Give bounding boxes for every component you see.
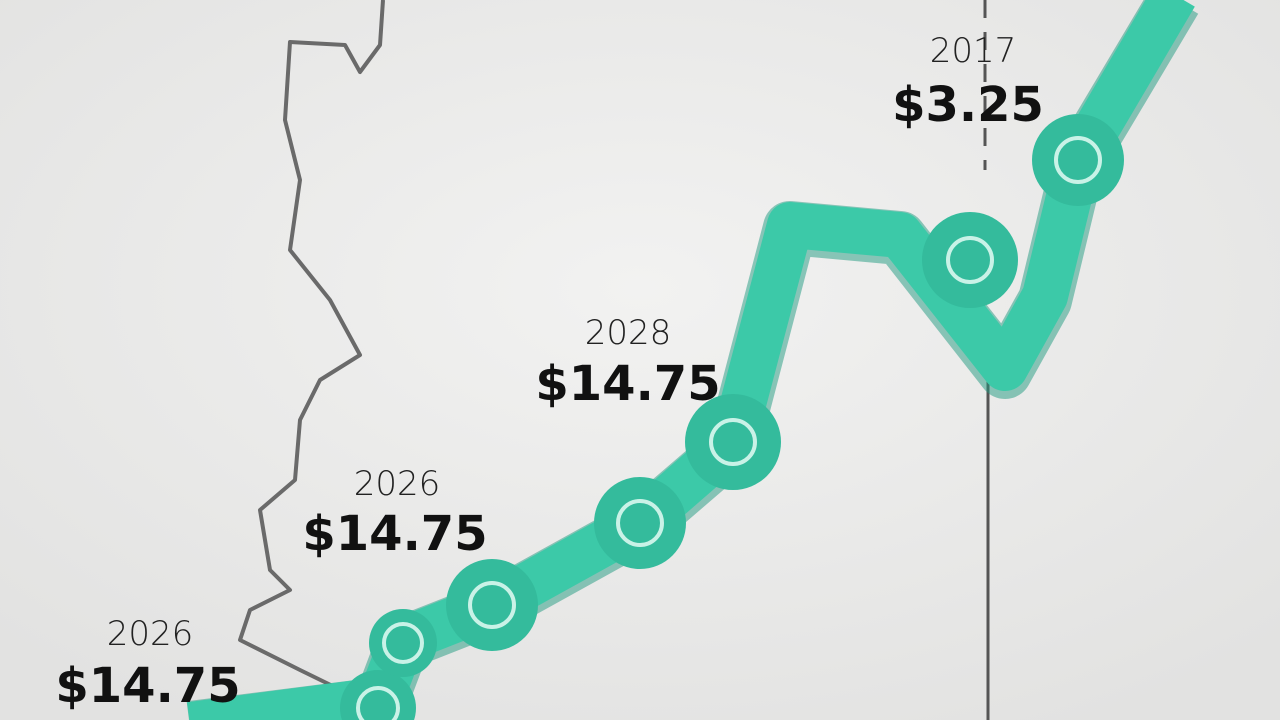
marker <box>1032 114 1124 206</box>
map-outline <box>238 0 385 694</box>
marker <box>685 394 781 490</box>
year-label: 2017 <box>930 31 1017 71</box>
marker <box>594 477 686 569</box>
marker <box>922 212 1018 308</box>
price-label: $14.75 <box>535 356 720 412</box>
year-label: 2028 <box>585 313 672 353</box>
marker <box>369 609 437 677</box>
markers <box>340 114 1124 720</box>
price-label: $3.25 <box>892 77 1044 133</box>
price-label: $14.75 <box>302 506 487 562</box>
year-label: 2026 <box>107 614 194 654</box>
price-label: $14.75 <box>55 658 240 714</box>
year-label: 2026 <box>354 464 441 504</box>
marker <box>446 559 538 651</box>
marker <box>340 670 416 720</box>
